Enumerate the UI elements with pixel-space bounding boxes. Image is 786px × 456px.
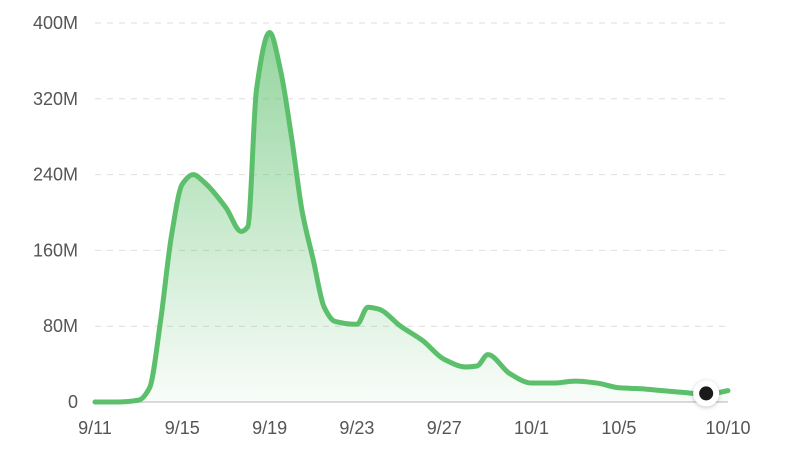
y-tick-label: 240M: [33, 165, 78, 185]
series-layer: [92, 29, 731, 405]
y-tick-label: 160M: [33, 240, 78, 260]
y-tick-label: 0: [68, 392, 78, 412]
y-tick-label: 320M: [33, 89, 78, 109]
y-tick-label: 400M: [33, 13, 78, 33]
x-tick-label: 10/10: [705, 418, 750, 438]
x-tick-label: 10/5: [601, 418, 636, 438]
y-tick-label: 80M: [43, 316, 78, 336]
current-point-marker[interactable]: [699, 386, 714, 401]
x-tick-label: 10/1: [514, 418, 549, 438]
x-tick-label: 9/23: [339, 418, 374, 438]
x-tick-label: 9/11: [78, 418, 112, 438]
marker-layer: [693, 380, 720, 407]
series-area: [95, 32, 728, 402]
series-line: [92, 29, 731, 405]
x-tick-label: 9/27: [427, 418, 462, 438]
y-axis-ticks: 0 80M 160M 240M 320M 400M: [33, 13, 78, 412]
x-tick-label: 9/19: [252, 418, 287, 438]
x-axis-ticks: 9/11 9/15 9/19 9/23 9/27 10/1 10/5 10/10: [78, 418, 750, 438]
x-tick-label: 9/15: [165, 418, 200, 438]
